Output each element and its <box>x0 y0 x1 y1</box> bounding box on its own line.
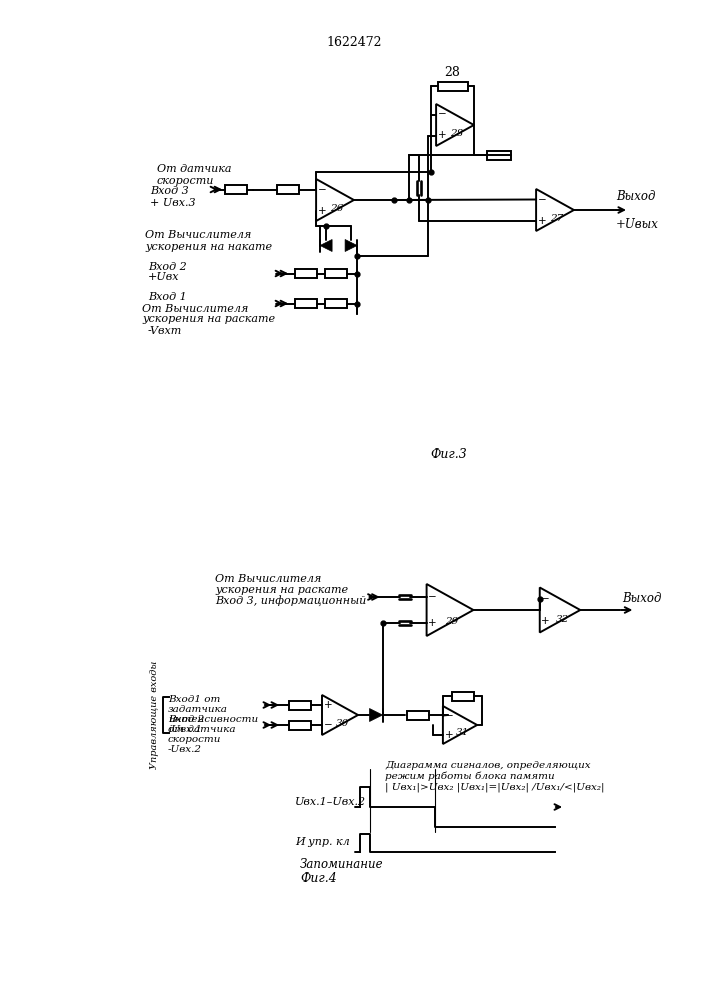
Text: +: + <box>317 206 327 216</box>
Text: режим работы блока памяти: режим работы блока памяти <box>385 771 554 781</box>
Text: Вход 2: Вход 2 <box>168 716 204 724</box>
Polygon shape <box>316 179 354 221</box>
Bar <box>452 692 474 700</box>
Polygon shape <box>370 708 382 722</box>
Text: интенсивности: интенсивности <box>168 716 258 724</box>
Polygon shape <box>426 584 474 636</box>
Text: 27: 27 <box>550 214 563 223</box>
Polygon shape <box>443 706 477 744</box>
Bar <box>325 269 347 278</box>
Bar <box>487 150 511 159</box>
Text: −: − <box>428 592 437 602</box>
Polygon shape <box>345 239 357 251</box>
Text: 31: 31 <box>455 728 469 737</box>
Bar <box>225 185 247 194</box>
Text: +Uвх: +Uвх <box>148 272 180 282</box>
Text: От Вычислителя: От Вычислителя <box>145 231 252 240</box>
Text: + Uвх.3: + Uвх.3 <box>150 198 196 208</box>
Text: Выход: Выход <box>616 190 655 202</box>
Text: +: + <box>324 700 332 710</box>
Text: скорости: скорости <box>168 736 221 744</box>
Bar <box>289 720 311 730</box>
Text: Фиг.3: Фиг.3 <box>430 448 467 462</box>
Text: скорости: скорости <box>157 176 214 186</box>
Text: 26: 26 <box>330 204 344 213</box>
Text: −: − <box>438 109 447 119</box>
Text: 30: 30 <box>335 718 349 728</box>
Text: И упр. кл: И упр. кл <box>295 837 350 847</box>
Text: іUвх.1: іUвх.1 <box>168 726 202 734</box>
Text: -Uвх.2: -Uвх.2 <box>168 746 202 754</box>
Bar <box>325 299 347 308</box>
Text: −: − <box>538 194 547 205</box>
Text: +: + <box>542 616 550 626</box>
Text: Управляющие входы: Управляющие входы <box>150 661 159 769</box>
Text: 1622472: 1622472 <box>326 35 382 48</box>
Text: | Uвх₁|>Uвх₂ |Uвх₁|=|Uвх₂| /Uвх₁/<|Uвх₂|: | Uвх₁|>Uвх₂ |Uвх₁|=|Uвх₂| /Uвх₁/<|Uвх₂| <box>385 782 604 792</box>
Text: от датчика: от датчика <box>168 726 235 734</box>
Polygon shape <box>536 189 574 231</box>
Text: Диаграмма сигналов, определяющих: Диаграмма сигналов, определяющих <box>385 760 590 770</box>
Text: +: + <box>538 216 547 226</box>
Polygon shape <box>322 695 358 735</box>
Text: Фиг.4: Фиг.4 <box>300 872 337 886</box>
Bar <box>289 700 311 710</box>
Text: −: − <box>324 720 332 730</box>
Polygon shape <box>320 239 332 251</box>
Text: 32: 32 <box>556 615 568 624</box>
Bar <box>295 299 317 308</box>
Bar <box>438 82 467 91</box>
Text: Вход 3: Вход 3 <box>150 186 189 196</box>
Text: 28: 28 <box>445 66 460 80</box>
Text: Вход1 от: Вход1 от <box>168 696 221 704</box>
Text: −: − <box>445 710 453 720</box>
Text: Вход 1: Вход 1 <box>148 292 187 302</box>
Text: ускорения на раскате: ускорения на раскате <box>142 314 275 324</box>
Text: +: + <box>428 618 437 628</box>
Text: ускорения на раскате: ускорения на раскате <box>215 585 348 595</box>
Text: От датчика: От датчика <box>157 164 231 174</box>
Text: Вход 2: Вход 2 <box>148 261 187 271</box>
Text: Uвх.1–Uвх.2: Uвх.1–Uвх.2 <box>295 797 366 807</box>
Text: Выход: Выход <box>622 591 662 604</box>
Text: +: + <box>445 730 453 740</box>
Text: ускорения на накате: ускорения на накате <box>145 241 272 251</box>
Text: −: − <box>317 184 327 194</box>
Text: +Uвых: +Uвых <box>616 218 659 231</box>
Polygon shape <box>436 104 474 146</box>
Text: Запоминание: Запоминание <box>300 857 384 870</box>
Text: 29: 29 <box>445 616 459 626</box>
Text: +: + <box>438 130 446 140</box>
Text: -Vвхт: -Vвхт <box>148 326 182 336</box>
Bar <box>407 710 429 720</box>
Text: −: − <box>542 594 550 604</box>
Text: От Вычислителя: От Вычислителя <box>142 304 248 314</box>
Text: 28: 28 <box>450 129 464 138</box>
Text: задатчика: задатчика <box>168 706 228 714</box>
Text: От Вычислителя: От Вычислителя <box>215 574 322 584</box>
Bar <box>295 269 317 278</box>
Polygon shape <box>539 587 580 633</box>
Text: Вход 3, информационный: Вход 3, информационный <box>215 596 366 606</box>
Bar <box>277 185 299 194</box>
